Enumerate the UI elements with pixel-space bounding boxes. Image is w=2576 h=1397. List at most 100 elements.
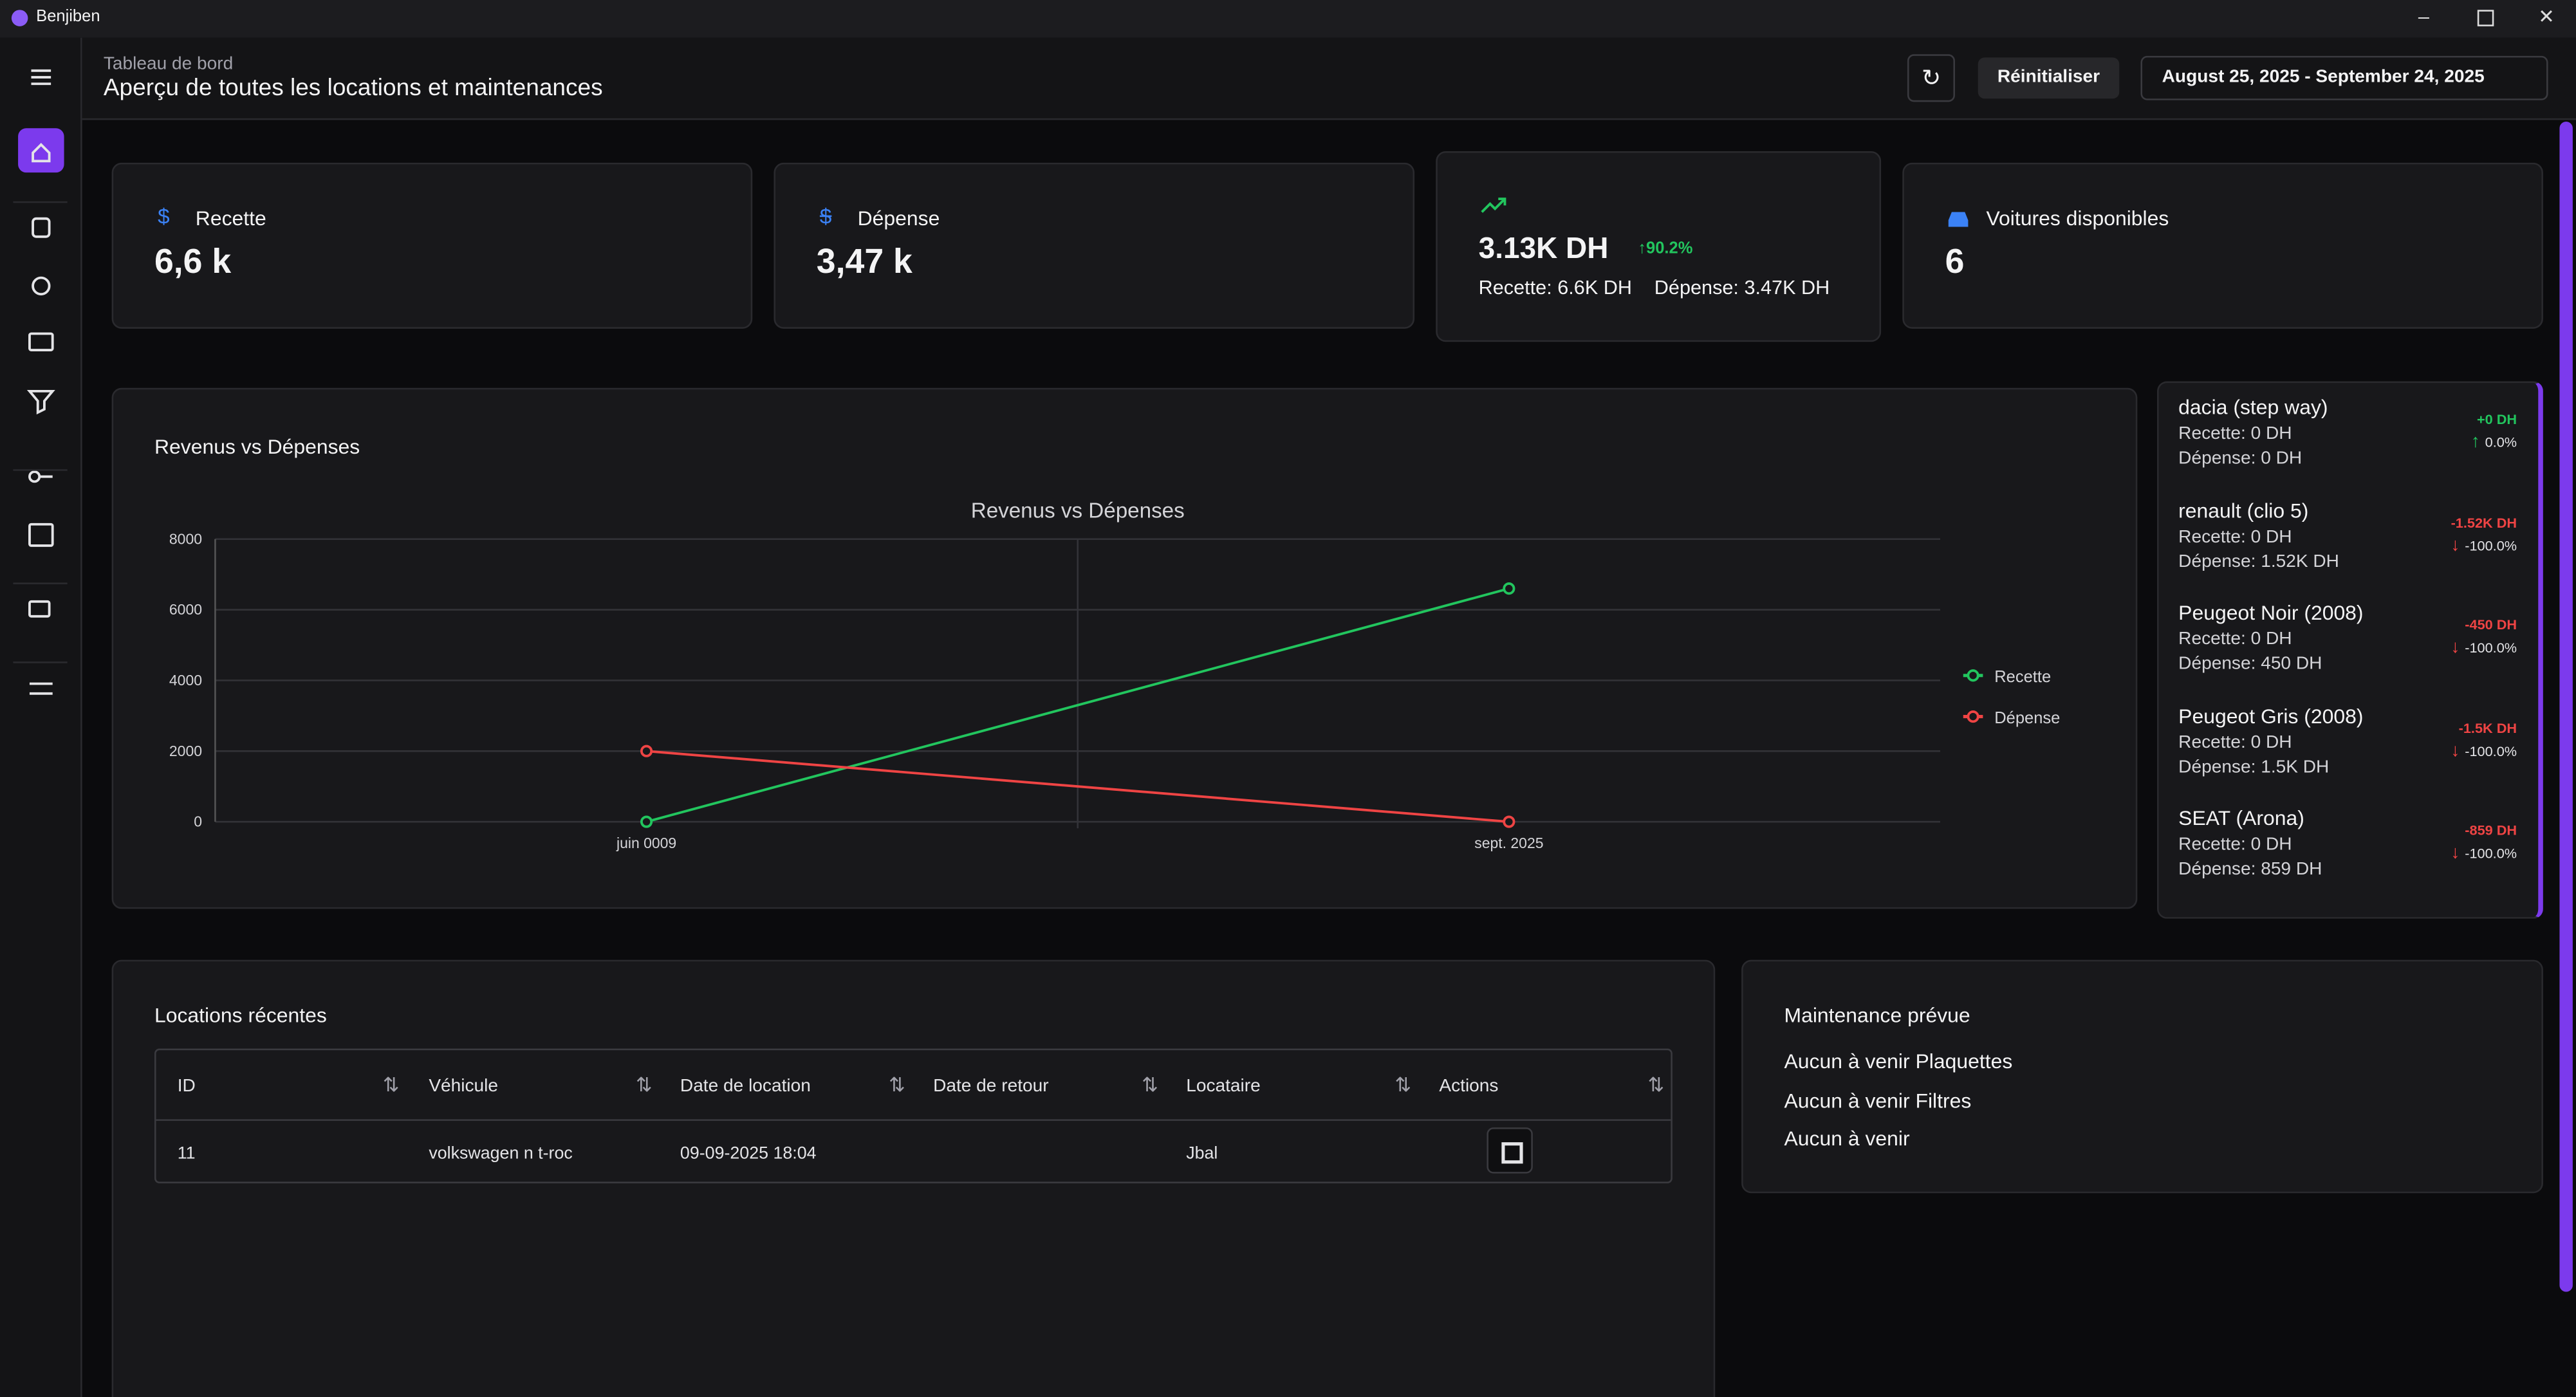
- vehicle-depense: Dépense: 0 DH: [2178, 449, 2303, 468]
- sidebar-icons: [13, 69, 68, 695]
- trend-arrow: ↓: [2451, 535, 2465, 555]
- sort-icon[interactable]: ⇅: [382, 1073, 400, 1096]
- card-depense: $ Dépense 3,47 k: [774, 162, 1415, 329]
- vehicle-delta: -1.52K DH: [2451, 513, 2517, 530]
- column-header: Date de retour: [933, 1076, 1049, 1096]
- minimize[interactable]: –: [2418, 5, 2429, 28]
- window-title: Benjiben: [36, 8, 100, 26]
- cell: 09-09-2025 18:04: [680, 1143, 817, 1164]
- vehicle-name: SEAT (Arona): [2178, 807, 2304, 830]
- pct-text: -100.0%: [2465, 536, 2517, 553]
- vehicle-item: Peugeot Gris (2008) Recette: 0 DH Dépense:…: [2178, 704, 2517, 806]
- trend-icon: [1481, 198, 1506, 213]
- home-button[interactable]: [18, 128, 64, 173]
- card-recette: $ Recette 6,6 k: [111, 162, 753, 329]
- close[interactable]: ✕: [2538, 5, 2555, 28]
- vehicle-name: Peugeot Noir (2008): [2178, 601, 2364, 625]
- vehicle-pct: ↑ 0.0%: [2471, 432, 2517, 452]
- card-value: 3.13K DH: [1478, 232, 1609, 265]
- car-icon[interactable]: [32, 217, 51, 238]
- trend-arrow: ↓: [2451, 843, 2465, 863]
- pct-text: -100.0%: [2465, 639, 2517, 656]
- menu-icon[interactable]: [31, 69, 51, 86]
- billing-icon[interactable]: [28, 600, 51, 618]
- vehicle-item: Peugeot Noir (2008) Recette: 0 DH Dépense:…: [2178, 602, 2517, 703]
- column-header: Date de location: [680, 1076, 811, 1096]
- pct-text: -100.0%: [2465, 742, 2517, 759]
- vehicle-depense: Dépense: 859 DH: [2178, 859, 2322, 880]
- cell: volkswagen n t-roc: [429, 1143, 573, 1164]
- recent-rentals-panel: Locations récentes ID ⇅ Véhicule ⇅ Date de l…: [111, 959, 1716, 1397]
- card-benefice: 3.13K DH ↑90.2% Recette: 6.6K DH Dépense…: [1436, 151, 1882, 342]
- column-header: Actions: [1439, 1076, 1499, 1096]
- trend-arrow: ↓: [2451, 740, 2465, 761]
- rentals-table: ID ⇅ Véhicule ⇅ Date de location ⇅ Date de ret…: [154, 1048, 1673, 1183]
- scrollbar[interactable]: [2559, 122, 2573, 1292]
- cell: 11: [177, 1143, 196, 1164]
- sidebar: [0, 37, 82, 1397]
- vehicle-name: dacia (step way): [2178, 396, 2328, 420]
- maximize[interactable]: [2477, 10, 2494, 26]
- row-divider: [156, 1119, 1671, 1121]
- settings-icon[interactable]: [32, 276, 51, 296]
- card-voitures: Voitures disponibles 6: [1902, 162, 2543, 329]
- change-value: 90.2%: [1646, 239, 1693, 258]
- vehicle-recette: Recette: 0 DH: [2178, 423, 2292, 444]
- vehicle-recette: Recette: 0 DH: [2178, 835, 2292, 855]
- column-header: Locataire: [1186, 1076, 1261, 1096]
- card-label: Voitures disponibles: [1986, 207, 2169, 230]
- card-value: 3,47 k: [816, 243, 913, 281]
- card-detail: Recette: 6.6K DH: [1478, 276, 1633, 299]
- vehicle-delta: -1.5K DH: [2458, 719, 2517, 736]
- pct-text: -100.0%: [2465, 844, 2517, 862]
- title-bar: Benjiben – ✕: [0, 0, 2576, 38]
- sort-icon[interactable]: ⇅: [889, 1073, 905, 1096]
- vehicle-item: SEAT (Arona) Recette: 0 DH Dépense: 859 DH…: [2178, 807, 2517, 909]
- sliders-icon[interactable]: [29, 682, 53, 695]
- id-card-icon[interactable]: [28, 332, 54, 351]
- panel-heading: Maintenance prévue: [1784, 1004, 1970, 1028]
- maintenance-item: Aucun à venir: [1784, 1127, 1910, 1151]
- vehicle-recette: Recette: 0 DH: [2178, 629, 2292, 649]
- reset-button[interactable]: Réinitialiser: [1978, 57, 2120, 99]
- maintenance-panel: Maintenance prévue Aucun à venir Plaquet…: [1741, 959, 2543, 1194]
- sort-icon[interactable]: ⇅: [1395, 1073, 1412, 1096]
- vehicle-list: dacia (step way) Recette: 0 DH Dépense: 0 …: [2156, 381, 2543, 919]
- filter-icon[interactable]: [26, 389, 55, 415]
- sort-icon[interactable]: ⇅: [1647, 1073, 1665, 1096]
- cell: Jbal: [1186, 1143, 1218, 1164]
- dollar-icon: $: [158, 203, 170, 229]
- calendar-icon[interactable]: [28, 523, 54, 547]
- card-label: Recette: [195, 207, 266, 230]
- card-value: 6: [1945, 243, 1965, 281]
- view-icon: [1501, 1142, 1523, 1164]
- vehicle-pct: ↓ -100.0%: [2451, 638, 2517, 658]
- vehicle-recette: Recette: 0 DH: [2178, 526, 2292, 547]
- column-header: Véhicule: [429, 1076, 499, 1096]
- vehicle-name: Peugeot Gris (2008): [2178, 704, 2364, 728]
- column-header: ID: [177, 1076, 196, 1096]
- date-range-picker[interactable]: August 25, 2025 - September 24, 2025: [2140, 55, 2548, 100]
- vehicle-pct: ↓ -100.0%: [2451, 741, 2517, 761]
- trend-arrow: ↓: [2451, 637, 2465, 658]
- breadcrumb: Tableau de bord: [103, 54, 234, 74]
- sort-icon[interactable]: ⇅: [1142, 1073, 1158, 1096]
- card-change: ↑90.2%: [1638, 239, 1693, 258]
- vehicle-pct: ↓ -100.0%: [2451, 843, 2517, 863]
- refresh-button[interactable]: ↻: [1907, 54, 1955, 102]
- home-icon: [32, 143, 51, 163]
- car-icon: [1948, 212, 1969, 227]
- key-icon[interactable]: [28, 470, 41, 483]
- view-button[interactable]: [1487, 1127, 1533, 1174]
- panel-heading: Revenus vs Dépenses: [154, 435, 360, 459]
- sort-icon[interactable]: ⇅: [635, 1073, 653, 1096]
- vehicle-depense: Dépense: 450 DH: [2178, 654, 2322, 674]
- vehicle-recette: Recette: 0 DH: [2178, 732, 2292, 752]
- dollar-off-icon: $: [819, 203, 832, 229]
- vehicle-depense: Dépense: 1.52K DH: [2178, 551, 2339, 571]
- vehicle-item: renault (clio 5) Recette: 0 DH Dépense: 1.…: [2178, 499, 2517, 600]
- page-title: Aperçu de toutes les locations et mainte…: [103, 75, 603, 102]
- vehicle-name: renault (clio 5): [2178, 499, 2309, 522]
